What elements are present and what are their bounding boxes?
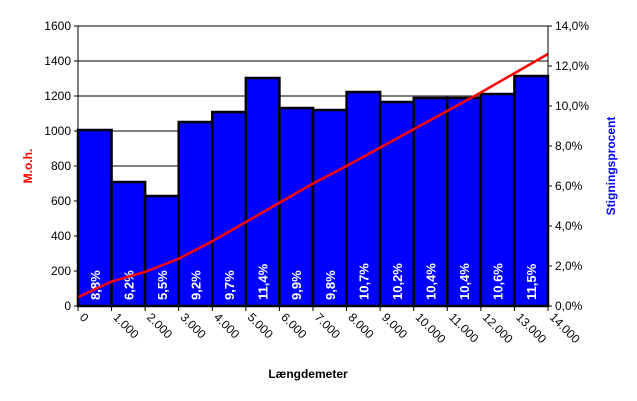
x-tick-label: 5.000 [245,310,276,341]
elevation-line [77,52,549,299]
x-axis-ticks: 0 1.000 2.000 3.000 4.000 5.000 6.000 7.000 8.00… [77,306,583,346]
left-tick-label: 0 [64,299,71,313]
right-tick-label: 0,0% [555,299,583,313]
right-tick-label: 14,0% [555,19,589,33]
bar-data-label: 9,2% [189,270,204,300]
x-tick-label: 9.000 [379,310,410,341]
bar-data-label: 9,9% [289,270,304,300]
right-tick-label: 8,0% [555,139,583,153]
bar [278,106,315,308]
left-axis-title: M.o.h. [21,149,35,184]
left-tick-label: 1600 [44,19,71,33]
bar-data-label: 11,5% [524,263,539,300]
right-tick-label: 12,0% [555,59,589,73]
bar-data-label: 10,7% [356,263,371,300]
left-tick-label: 1000 [44,124,71,138]
bar [311,108,348,308]
x-tick-label: 12.000 [480,310,516,346]
left-tick-label: 600 [51,194,71,208]
right-tick-label: 4,0% [555,219,583,233]
left-tick-label: 400 [51,229,71,243]
bars [76,74,550,308]
bar-labels: 8,8% 6,2% 5,5% 9,2% 9,7% 11,4% 9,9% 9,8% 10,7% 10… [88,263,539,300]
x-tick-label: 2.000 [144,310,175,341]
bar-data-label: 5,5% [155,270,170,300]
bar-data-label: 8,8% [88,270,103,300]
bar-data-label: 10,6% [491,263,506,300]
bar [244,76,281,308]
x-tick-label: 8.000 [345,310,376,341]
x-tick-label: 3.000 [178,310,209,341]
right-tick-label: 2,0% [555,259,583,273]
right-axis-ticks: 0,0% 2,0% 4,0% 6,0% 8,0% 10,0% 12,0% 14,0% [548,19,589,313]
left-axis-ticks: 0 200 400 600 800 1000 1200 1400 1600 [44,19,78,313]
x-tick-label: 11.000 [446,310,481,345]
x-tick-label: 6.000 [278,310,309,341]
x-tick-label: 13.000 [513,310,549,346]
bar-data-label: 10,4% [457,263,472,300]
x-axis-title: Længdemeter [268,367,348,381]
left-tick-label: 200 [51,264,71,278]
x-tick-label: 14.000 [547,310,583,346]
x-tick-label: 7.000 [312,310,343,341]
right-axis-title: Stigningsprocent [604,117,618,216]
left-tick-label: 1200 [44,89,71,103]
bar-data-label: 9,8% [323,270,338,300]
bar-data-label: 10,4% [424,263,439,300]
left-tick-label: 800 [51,159,71,173]
bar-data-label: 9,7% [222,270,237,300]
left-tick-label: 1400 [44,54,71,68]
right-tick-label: 10,0% [555,99,589,113]
bar-data-label: 11,4% [256,263,271,300]
x-tick-label: 1.000 [110,310,141,341]
x-tick-label: 10.000 [413,310,449,346]
bar [513,74,550,308]
right-tick-label: 6,0% [555,179,583,193]
bar-data-label: 10,2% [390,263,405,300]
x-tick-label: 4.000 [211,310,242,341]
x-tick-label: 0 [77,310,92,325]
elevation-line-path [77,52,549,299]
